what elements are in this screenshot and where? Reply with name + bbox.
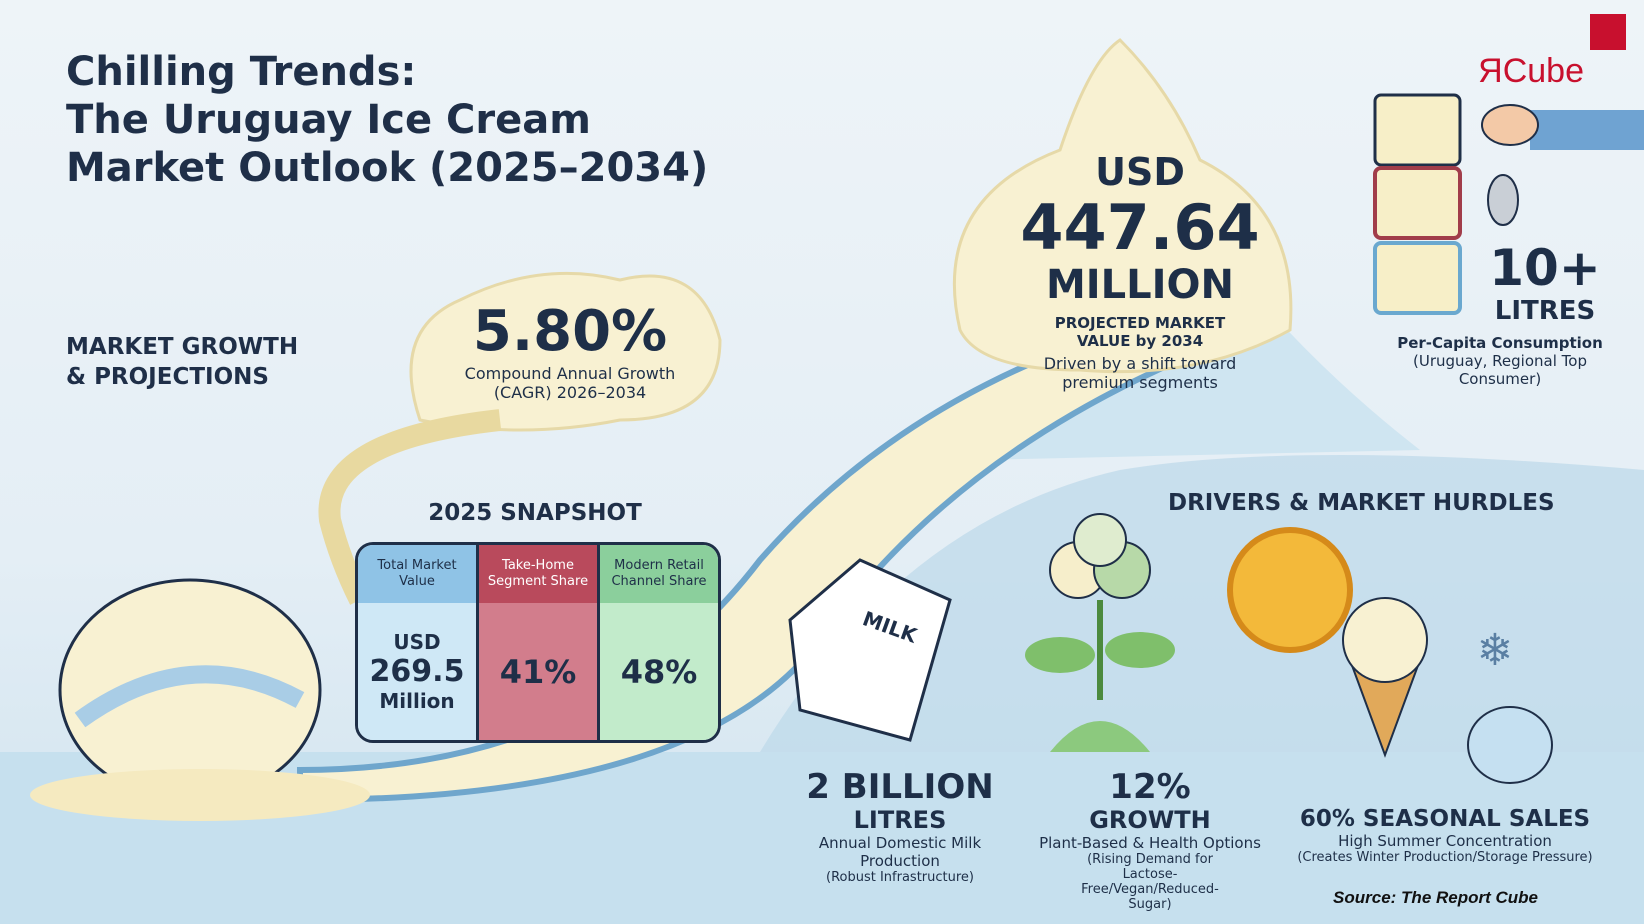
projection-label: PROJECTED MARKET	[1054, 314, 1226, 332]
column-header: Modern Retail Channel Share	[600, 545, 718, 603]
logo: ЯCube	[1478, 52, 1584, 90]
source-credit: Source: The Report Cube	[1333, 888, 1538, 907]
snapshot-modern-retail-share: Modern Retail Channel Share 48%	[600, 545, 718, 740]
projection-note: Driven by a shift toward	[1043, 354, 1237, 373]
milk-carton-icon	[788, 558, 952, 742]
cagr-period: (CAGR) 2026–2034	[493, 383, 647, 402]
soft-serve-swirl	[952, 38, 1293, 374]
share-value: 41%	[479, 603, 597, 740]
projection-stat: USD 447.64 MILLION PROJECTED MARKET VALU…	[980, 150, 1300, 392]
title-line: The Uruguay Ice Cream	[66, 97, 591, 143]
driver-unit: GROWTH	[1089, 806, 1211, 834]
logo-cube-icon	[1590, 14, 1626, 50]
snapshot-table: Total Market Value USD 269.5 Million Tak…	[355, 542, 721, 743]
heading-line: MARKET GROWTH	[66, 334, 299, 360]
sun-icon	[1227, 527, 1353, 653]
driver-label: Annual Domestic Milk Production	[818, 834, 982, 870]
driver-value: 60% SEASONAL SALES	[1299, 806, 1591, 832]
melting-scoop-icon	[1467, 706, 1553, 784]
projection-unit: MILLION	[1045, 262, 1235, 308]
consumption-note: Consumer)	[1458, 370, 1542, 388]
driver-seasonal-sales: 60% SEASONAL SALES High Summer Concentra…	[1280, 806, 1610, 865]
driver-value: 2 BILLION	[806, 767, 994, 807]
value-currency: USD	[393, 630, 441, 654]
driver-value: 12%	[1109, 767, 1191, 807]
column-header: Total Market Value	[358, 545, 476, 603]
projection-value: 447.64	[1020, 191, 1260, 264]
projection-label: VALUE by 2034	[1076, 332, 1204, 350]
share-value: 48%	[600, 603, 718, 740]
mountain-shape	[980, 293, 1420, 460]
hand-spoon-icon	[1481, 104, 1644, 226]
column-header: Take-Home Segment Share	[479, 545, 597, 603]
snowflake-icon: ❄	[1477, 625, 1514, 676]
cagr-value: 5.80%	[472, 299, 668, 364]
drivers-heading: DRIVERS & MARKET HURDLES	[1168, 490, 1555, 516]
driver-note: (Creates Winter Production/Storage Press…	[1297, 850, 1593, 865]
consumption-stat: 10+ LITRES Per-Capita Consumption (Urugu…	[1370, 240, 1630, 388]
consumption-value: 10+	[1489, 239, 1601, 297]
ice-cream-cone-icon	[1342, 597, 1428, 758]
cream-cloud	[409, 271, 722, 432]
cagr-stat: 5.80% Compound Annual Growth (CAGR) 2026…	[420, 299, 720, 403]
driver-unit: LITRES	[853, 806, 947, 834]
driver-label: High Summer Concentration	[1338, 832, 1552, 850]
projection-note: premium segments	[1062, 373, 1218, 392]
cagr-label: Compound Annual Growth	[464, 364, 676, 383]
driver-milk-production: 2 BILLION LITRES Annual Domestic Milk Pr…	[790, 768, 1010, 885]
value-number: 269.5	[369, 654, 465, 689]
growth-heading: MARKET GROWTH & PROJECTIONS	[66, 332, 298, 392]
driver-note: (Rising Demand for Lactose-Free/Vegan/Re…	[1081, 852, 1219, 912]
projection-currency: USD	[1095, 150, 1185, 194]
snapshot-heading: 2025 SNAPSHOT	[428, 500, 642, 526]
consumption-note: (Uruguay, Regional Top	[1413, 352, 1587, 370]
consumption-unit: LITRES	[1494, 296, 1596, 326]
value-unit: Million	[379, 689, 455, 713]
plant-scoops-icon	[1025, 513, 1175, 752]
page-title: Chilling Trends: The Uruguay Ice Cream M…	[66, 48, 708, 192]
snapshot-market-value: Total Market Value USD 269.5 Million	[358, 545, 479, 740]
ice-cream-tubs-icon	[1373, 93, 1462, 315]
consumption-label: Per-Capita Consumption	[1397, 334, 1603, 352]
driver-plant-based: 12% GROWTH Plant-Based & Health Options …	[1030, 768, 1270, 912]
driver-note: (Robust Infrastructure)	[826, 870, 974, 885]
title-line: Chilling Trends:	[66, 49, 417, 95]
heading-line: & PROJECTIONS	[66, 364, 269, 390]
snapshot-take-home-share: Take-Home Segment Share 41%	[479, 545, 600, 740]
title-line: Market Outlook (2025–2034)	[66, 145, 709, 191]
driver-label: Plant-Based & Health Options	[1039, 834, 1261, 852]
